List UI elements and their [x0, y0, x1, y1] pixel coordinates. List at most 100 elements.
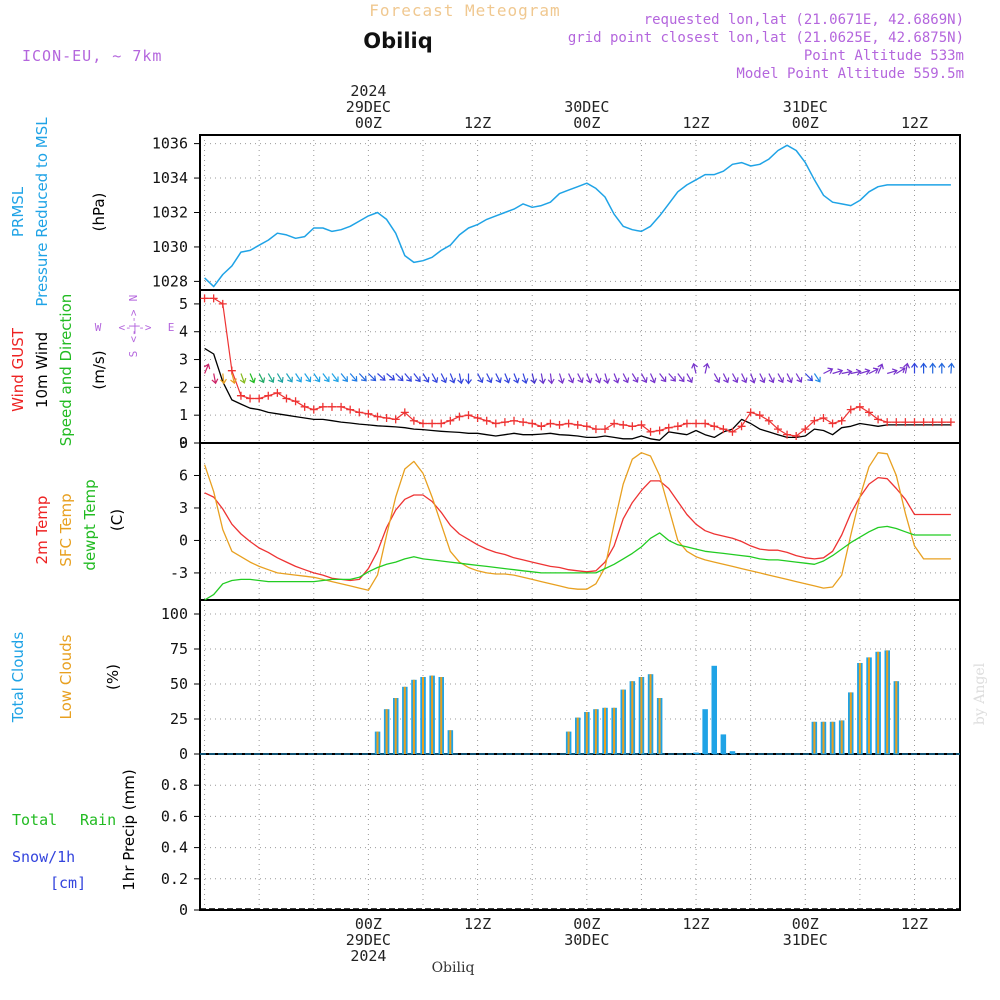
clouds-y-tick-label: 25	[170, 710, 188, 728]
wind-direction-arrow	[832, 368, 844, 375]
wind-direction-arrow	[850, 368, 862, 376]
wind-direction-arrow	[759, 373, 766, 384]
wind-gust-marker	[227, 366, 236, 375]
wind-direction-arrow	[465, 373, 472, 385]
compass-east: E	[168, 321, 175, 334]
wind-gust-marker	[482, 416, 491, 425]
cloud-total-bar	[693, 752, 699, 754]
wind-gust-marker	[928, 418, 937, 427]
wind-direction-arrow	[249, 373, 256, 384]
wind-direction-arrow	[868, 367, 879, 375]
wind-gust-marker	[664, 423, 673, 432]
wind-direction-arrow	[504, 373, 511, 384]
wind-direction-arrow	[568, 373, 575, 384]
cloud-low-bar	[822, 721, 825, 754]
wind-y-tick-label: 0	[179, 434, 188, 452]
cloud-low-bar	[840, 720, 843, 754]
cloud-low-bar	[868, 657, 870, 754]
wind-direction-arrow	[741, 373, 748, 384]
wind-direction-arrow	[431, 373, 439, 384]
wind-direction-arrow	[938, 362, 946, 374]
watermark: by Angel	[972, 662, 988, 725]
wind-direction-arrow	[613, 373, 620, 384]
temp-y-tick-label: 6	[179, 466, 188, 484]
wind-direction-arrow	[929, 362, 937, 374]
pressure-series-line	[204, 144, 951, 288]
wind-gust-marker	[582, 422, 591, 431]
wind-gust-marker	[801, 425, 810, 434]
wind-y-tick-label: 4	[179, 323, 188, 341]
cloud-low-bar	[622, 689, 625, 754]
cloud-total-bar	[711, 665, 717, 754]
wind-direction-arrow	[331, 373, 339, 383]
wind-gust-marker	[409, 416, 418, 425]
wind-direction-arrow	[649, 373, 657, 384]
top-axis-tick-label: 12Z	[901, 114, 928, 132]
cloud-low-bar	[385, 709, 388, 754]
wind-gust-marker	[737, 422, 746, 431]
precip-y-tick-label: 0.6	[161, 807, 188, 825]
wind-direction-arrow	[713, 373, 721, 384]
clouds-total-label: Total Clouds	[9, 632, 27, 724]
requested-coordinates: requested lon,lat (21.0671E, 42.6869N)	[644, 12, 964, 28]
cloud-low-bar	[604, 707, 606, 754]
clouds-unit-label: (%)	[104, 664, 122, 690]
top-axis-tick-label: 12Z	[464, 114, 491, 132]
clouds-y-tick-label: 100	[161, 605, 188, 623]
wind-direction-arrow	[686, 373, 694, 384]
wind-gust-marker	[382, 413, 391, 422]
wind-direction-arrow	[823, 367, 834, 375]
cloud-low-bar	[440, 677, 443, 754]
top-axis-tick-label: 00Z	[355, 114, 382, 132]
clouds-y-tick-label: 50	[170, 675, 188, 693]
bottom-axis-tick-label: 12Z	[464, 915, 491, 933]
cloud-low-bar	[376, 731, 379, 754]
wind-direction-arrow	[895, 367, 906, 375]
wind-gust-marker	[728, 427, 737, 436]
wind-gust-marker	[792, 432, 801, 441]
cloud-low-bar	[594, 709, 597, 754]
wind-gust-marker	[519, 418, 528, 427]
wind-gust-marker	[564, 419, 573, 428]
wind-gust-marker	[528, 419, 537, 428]
wind-direction-arrow	[813, 373, 821, 383]
wind-direction-arrow	[668, 373, 676, 382]
cloud-low-bar	[422, 677, 424, 754]
footer-station: Obiliq	[432, 960, 475, 976]
temp-y-tick-label: 3	[179, 499, 188, 517]
wind-direction-arrow	[539, 373, 546, 385]
cloud-low-bar	[886, 650, 889, 754]
bottom-axis-tick-label: 00Z	[573, 915, 600, 933]
bottom-axis-tick-label: 00Z	[355, 915, 382, 933]
wind-direction-arrow	[521, 373, 529, 384]
wind-direction-arrow	[220, 373, 227, 385]
cloud-low-bar	[394, 698, 397, 754]
wind-gust-marker	[682, 419, 691, 428]
wind-direction-arrow	[413, 373, 421, 383]
wind-direction-arrow	[313, 373, 321, 383]
wind-direction-arrow	[786, 373, 793, 384]
wind-y-tick-label: 1	[179, 406, 188, 424]
wind-gust-marker	[255, 394, 264, 403]
wind-direction-arrow	[768, 373, 775, 384]
product-title: Forecast Meteogram	[369, 1, 560, 20]
temp-sfc-label: SFC Temp	[57, 493, 75, 566]
clouds-low-label: Low Clouds	[57, 634, 75, 719]
clouds-y-tick-label: 0	[179, 745, 188, 763]
cloud-low-bar	[567, 731, 570, 754]
wind-direction-arrow	[440, 373, 448, 384]
wind-gust-marker	[355, 408, 364, 417]
wind-direction-arrow	[595, 373, 602, 384]
wind-gust-marker	[937, 418, 946, 427]
temp-dewpt-label: dewpt Temp	[81, 479, 99, 570]
wind-gust-marker	[364, 409, 373, 418]
compass-south: S	[127, 351, 140, 358]
wind-direction-arrow	[903, 362, 911, 374]
wind-direction-arrow	[703, 362, 710, 374]
cloud-low-bar	[831, 721, 834, 754]
wind-direction-arrow	[258, 373, 266, 384]
wind-gust-marker	[473, 413, 482, 422]
temp-panel-frame	[199, 442, 961, 601]
cloud-low-bar	[658, 698, 661, 754]
wind-gust-marker	[209, 294, 218, 303]
